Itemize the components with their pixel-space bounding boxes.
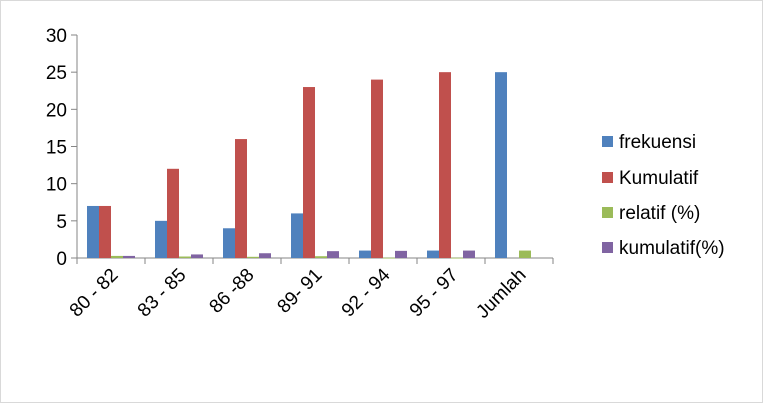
- bar-kumulatif: [235, 139, 247, 258]
- bar-kumulatif: [303, 87, 315, 259]
- bar-kumulatif: [327, 251, 339, 258]
- y-tick-label: 20: [46, 100, 67, 121]
- y-tick-label: 0: [56, 249, 67, 270]
- legend-label: kumulatif(%): [619, 238, 725, 259]
- bar-frekuensi: [495, 72, 507, 259]
- legend-swatch: [602, 172, 613, 183]
- y-tick-label: 5: [56, 212, 67, 233]
- legend-swatch: [602, 136, 613, 147]
- y-tick-label: 10: [46, 175, 67, 196]
- legend: frekuensi Kumulatif relatif (%) kumulatif(%…: [602, 132, 725, 259]
- bar-kumulatif: [395, 250, 407, 258]
- bar-relatif: [451, 257, 463, 259]
- bar-kumulatif: [259, 253, 271, 258]
- bar-relatif: [315, 256, 327, 258]
- bar-relatif: [519, 250, 531, 258]
- bar-frekuensi: [291, 213, 303, 258]
- legend-swatch: [602, 207, 613, 218]
- bars: [87, 72, 531, 259]
- bar-relatif: [383, 257, 395, 259]
- bar-kumulatif: [463, 250, 475, 258]
- bar-frekuensi: [155, 220, 167, 258]
- bar-relatif: [111, 255, 123, 258]
- bar-kumulatif: [371, 79, 383, 258]
- legend-swatch: [602, 242, 613, 253]
- legend-label: frekuensi: [619, 132, 696, 153]
- legend-label: Kumulatif: [619, 168, 699, 189]
- bar-kumulatif: [191, 254, 203, 258]
- bar-kumulatif: [167, 168, 179, 258]
- y-axis: 0 5 10 15 20 25 30: [46, 26, 78, 270]
- bar-frekuensi: [427, 250, 439, 258]
- bar-relatif: [247, 256, 259, 258]
- bar-frekuensi: [223, 228, 235, 258]
- bar-kumulatif: [99, 205, 111, 258]
- legend-label: relatif (%): [619, 203, 700, 224]
- y-tick-label: 30: [46, 26, 67, 47]
- bar-kumulatif: [439, 72, 451, 259]
- bar-frekuensi: [359, 250, 371, 258]
- bar-relatif: [179, 256, 191, 258]
- y-tick-label: 25: [46, 63, 67, 84]
- y-tick-label: 15: [46, 138, 67, 159]
- bar-kumulatif: [123, 255, 135, 258]
- bar-frekuensi: [87, 205, 99, 258]
